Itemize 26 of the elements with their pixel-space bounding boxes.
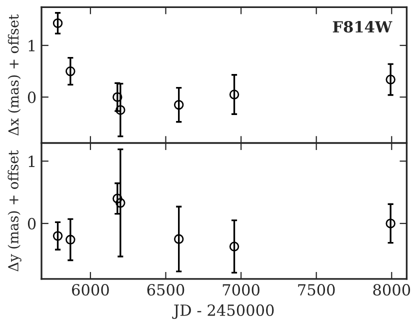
x-tick-label: 7000 [222, 284, 260, 296]
y-axis-title: Δx (mas) + offset [8, 14, 21, 136]
point [174, 100, 184, 110]
point [112, 194, 122, 204]
y-tick-label: 1 [28, 40, 34, 52]
point [229, 242, 240, 252]
annotation: F814W [332, 21, 392, 33]
point [52, 231, 63, 241]
y-tick-label: 0 [28, 92, 36, 104]
point [66, 66, 76, 76]
point [386, 218, 396, 228]
y-tick-label: 1 [28, 156, 34, 167]
x-axis-title: JD - 2450000 [172, 304, 274, 319]
point [229, 90, 240, 100]
point [52, 18, 63, 28]
point [386, 74, 396, 84]
y-axis-title: Δy (mas) + offset [8, 150, 22, 272]
point [112, 92, 122, 102]
x-tick-label: 6000 [72, 284, 109, 296]
point [66, 234, 76, 245]
x-tick-label: 7500 [298, 284, 335, 296]
x-tick-label: 8000 [373, 284, 410, 296]
x-tick-label: 6500 [147, 284, 184, 296]
point [116, 198, 126, 208]
y-tick-label: 0 [28, 218, 36, 230]
point [174, 234, 184, 244]
